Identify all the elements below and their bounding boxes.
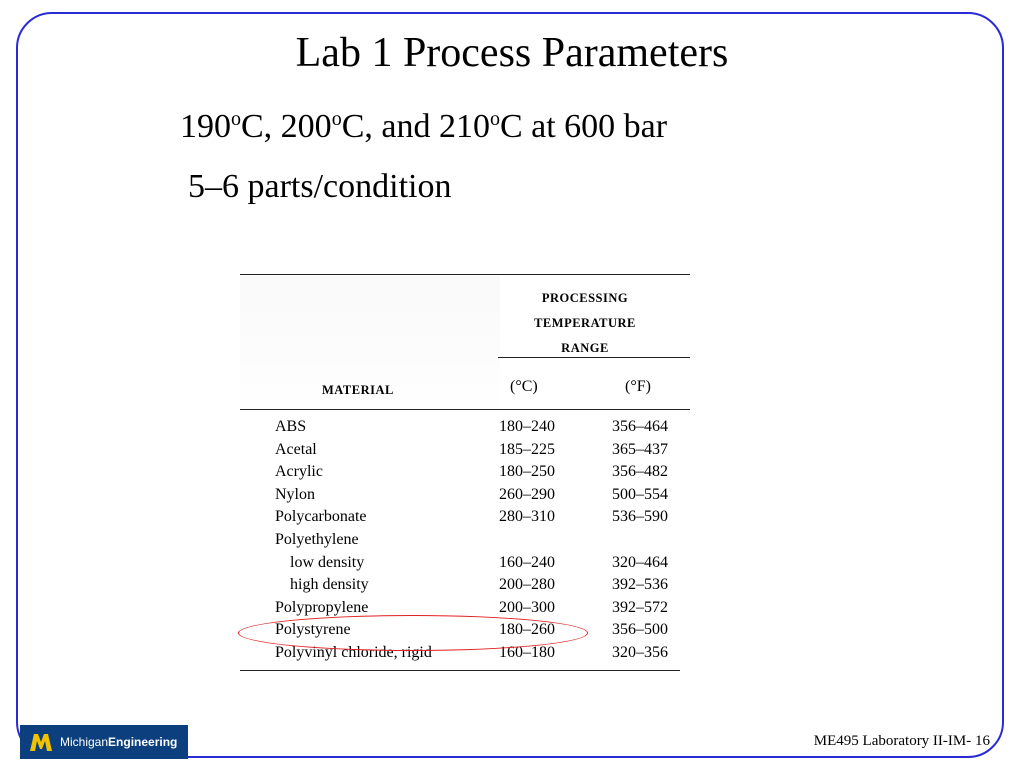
group-header-rule [498, 357, 690, 358]
temp-text-3: C, and 210 [341, 108, 490, 145]
fahrenheit-cell: 392–572 [612, 598, 668, 616]
fahrenheit-cell: 356–464 [612, 418, 668, 435]
fahrenheit-cell: 320–356 [612, 644, 668, 661]
celsius-cell: 160–240 [499, 553, 555, 571]
celsius-cell: 160–180 [499, 644, 555, 661]
scan-shading [240, 276, 500, 426]
degree-sup-3: o [489, 108, 500, 130]
slide-footer: ME495 Laboratory II-IM- 16 [813, 733, 990, 749]
table-row: Polypropylene 200–300 392–572 [240, 599, 695, 622]
fahrenheit-cell: 536–590 [612, 508, 668, 526]
material-cell: Polycarbonate [275, 508, 367, 526]
group-header-line: RANGE [561, 341, 609, 355]
polystyrene-highlight-ellipse [238, 615, 588, 651]
logo-text: MichiganEngineering [60, 735, 177, 749]
table-row: Polycarbonate 280–310 536–590 [240, 508, 695, 531]
fahrenheit-cell: 392–536 [612, 576, 668, 594]
table-bottom-rule [240, 670, 680, 671]
table-row: low density 160–240 320–464 [240, 554, 695, 577]
material-cell: ABS [275, 418, 307, 435]
fahrenheit-cell: 320–464 [612, 553, 668, 571]
celsius-cell: 180–240 [499, 418, 555, 435]
celsius-cell: 280–310 [499, 508, 555, 526]
temp-text-2: C, 200 [241, 108, 332, 145]
block-m-icon [30, 734, 52, 751]
celsius-cell: 260–290 [499, 485, 555, 503]
material-cell: Acetal [275, 440, 317, 458]
fahrenheit-header: (°F) [625, 378, 651, 395]
celsius-cell: 200–280 [499, 576, 555, 594]
celsius-header: (°C) [510, 378, 538, 395]
table-top-rule [240, 274, 690, 275]
temp-text-1: 190 [180, 108, 231, 145]
parts-per-condition-line: 5–6 parts/condition [188, 168, 452, 205]
material-cell: low density [290, 553, 365, 571]
logo-text-prefix: Michigan [60, 735, 109, 749]
material-cell: Polyethylene [275, 531, 359, 548]
group-header-line: PROCESSING [541, 291, 629, 305]
degree-sup-2: o [331, 108, 342, 130]
fahrenheit-cell: 500–554 [612, 485, 668, 503]
temp-text-4: C at 600 bar [499, 108, 668, 145]
celsius-cell: 185–225 [499, 440, 555, 458]
table-row: Nylon 260–290 500–554 [240, 486, 695, 509]
table-row: Acrylic 180–250 356–482 [240, 463, 695, 486]
table-row: Acetal 185–225 365–437 [240, 441, 695, 464]
table-row: Polyvinyl chloride, rigid 160–180 320–35… [240, 644, 695, 667]
material-header: MATERIAL [322, 383, 394, 397]
fahrenheit-cell: 365–437 [612, 440, 668, 458]
table-row: high density 200–280 392–536 [240, 576, 695, 599]
group-header-line: TEMPERATURE [534, 316, 636, 330]
table-row: Polyethylene [240, 531, 695, 554]
material-cell: Polypropylene [275, 598, 369, 616]
slide-title: Lab 1 Process Parameters [295, 30, 729, 76]
table-row: ABS 180–240 356–464 [240, 418, 695, 441]
michigan-engineering-logo: MichiganEngineering [20, 725, 188, 759]
fahrenheit-cell: 356–482 [612, 463, 668, 481]
group-header: PROCESSING TEMPERATURE RANGE [495, 286, 675, 361]
logo-text-bold: Engineering [108, 735, 178, 749]
degree-sup-1: o [231, 108, 241, 130]
material-cell: Nylon [275, 485, 315, 503]
header-bottom-rule [240, 409, 690, 410]
process-temperatures-line: 190oC, 200oC, and 210oC at 600 bar [180, 108, 667, 146]
material-cell: Acrylic [275, 463, 323, 481]
material-cell: high density [290, 576, 369, 594]
fahrenheit-cell: 356–500 [612, 621, 668, 639]
slide-frame [16, 12, 1004, 758]
celsius-cell: 200–300 [499, 598, 555, 616]
celsius-cell: 180–250 [499, 463, 555, 481]
